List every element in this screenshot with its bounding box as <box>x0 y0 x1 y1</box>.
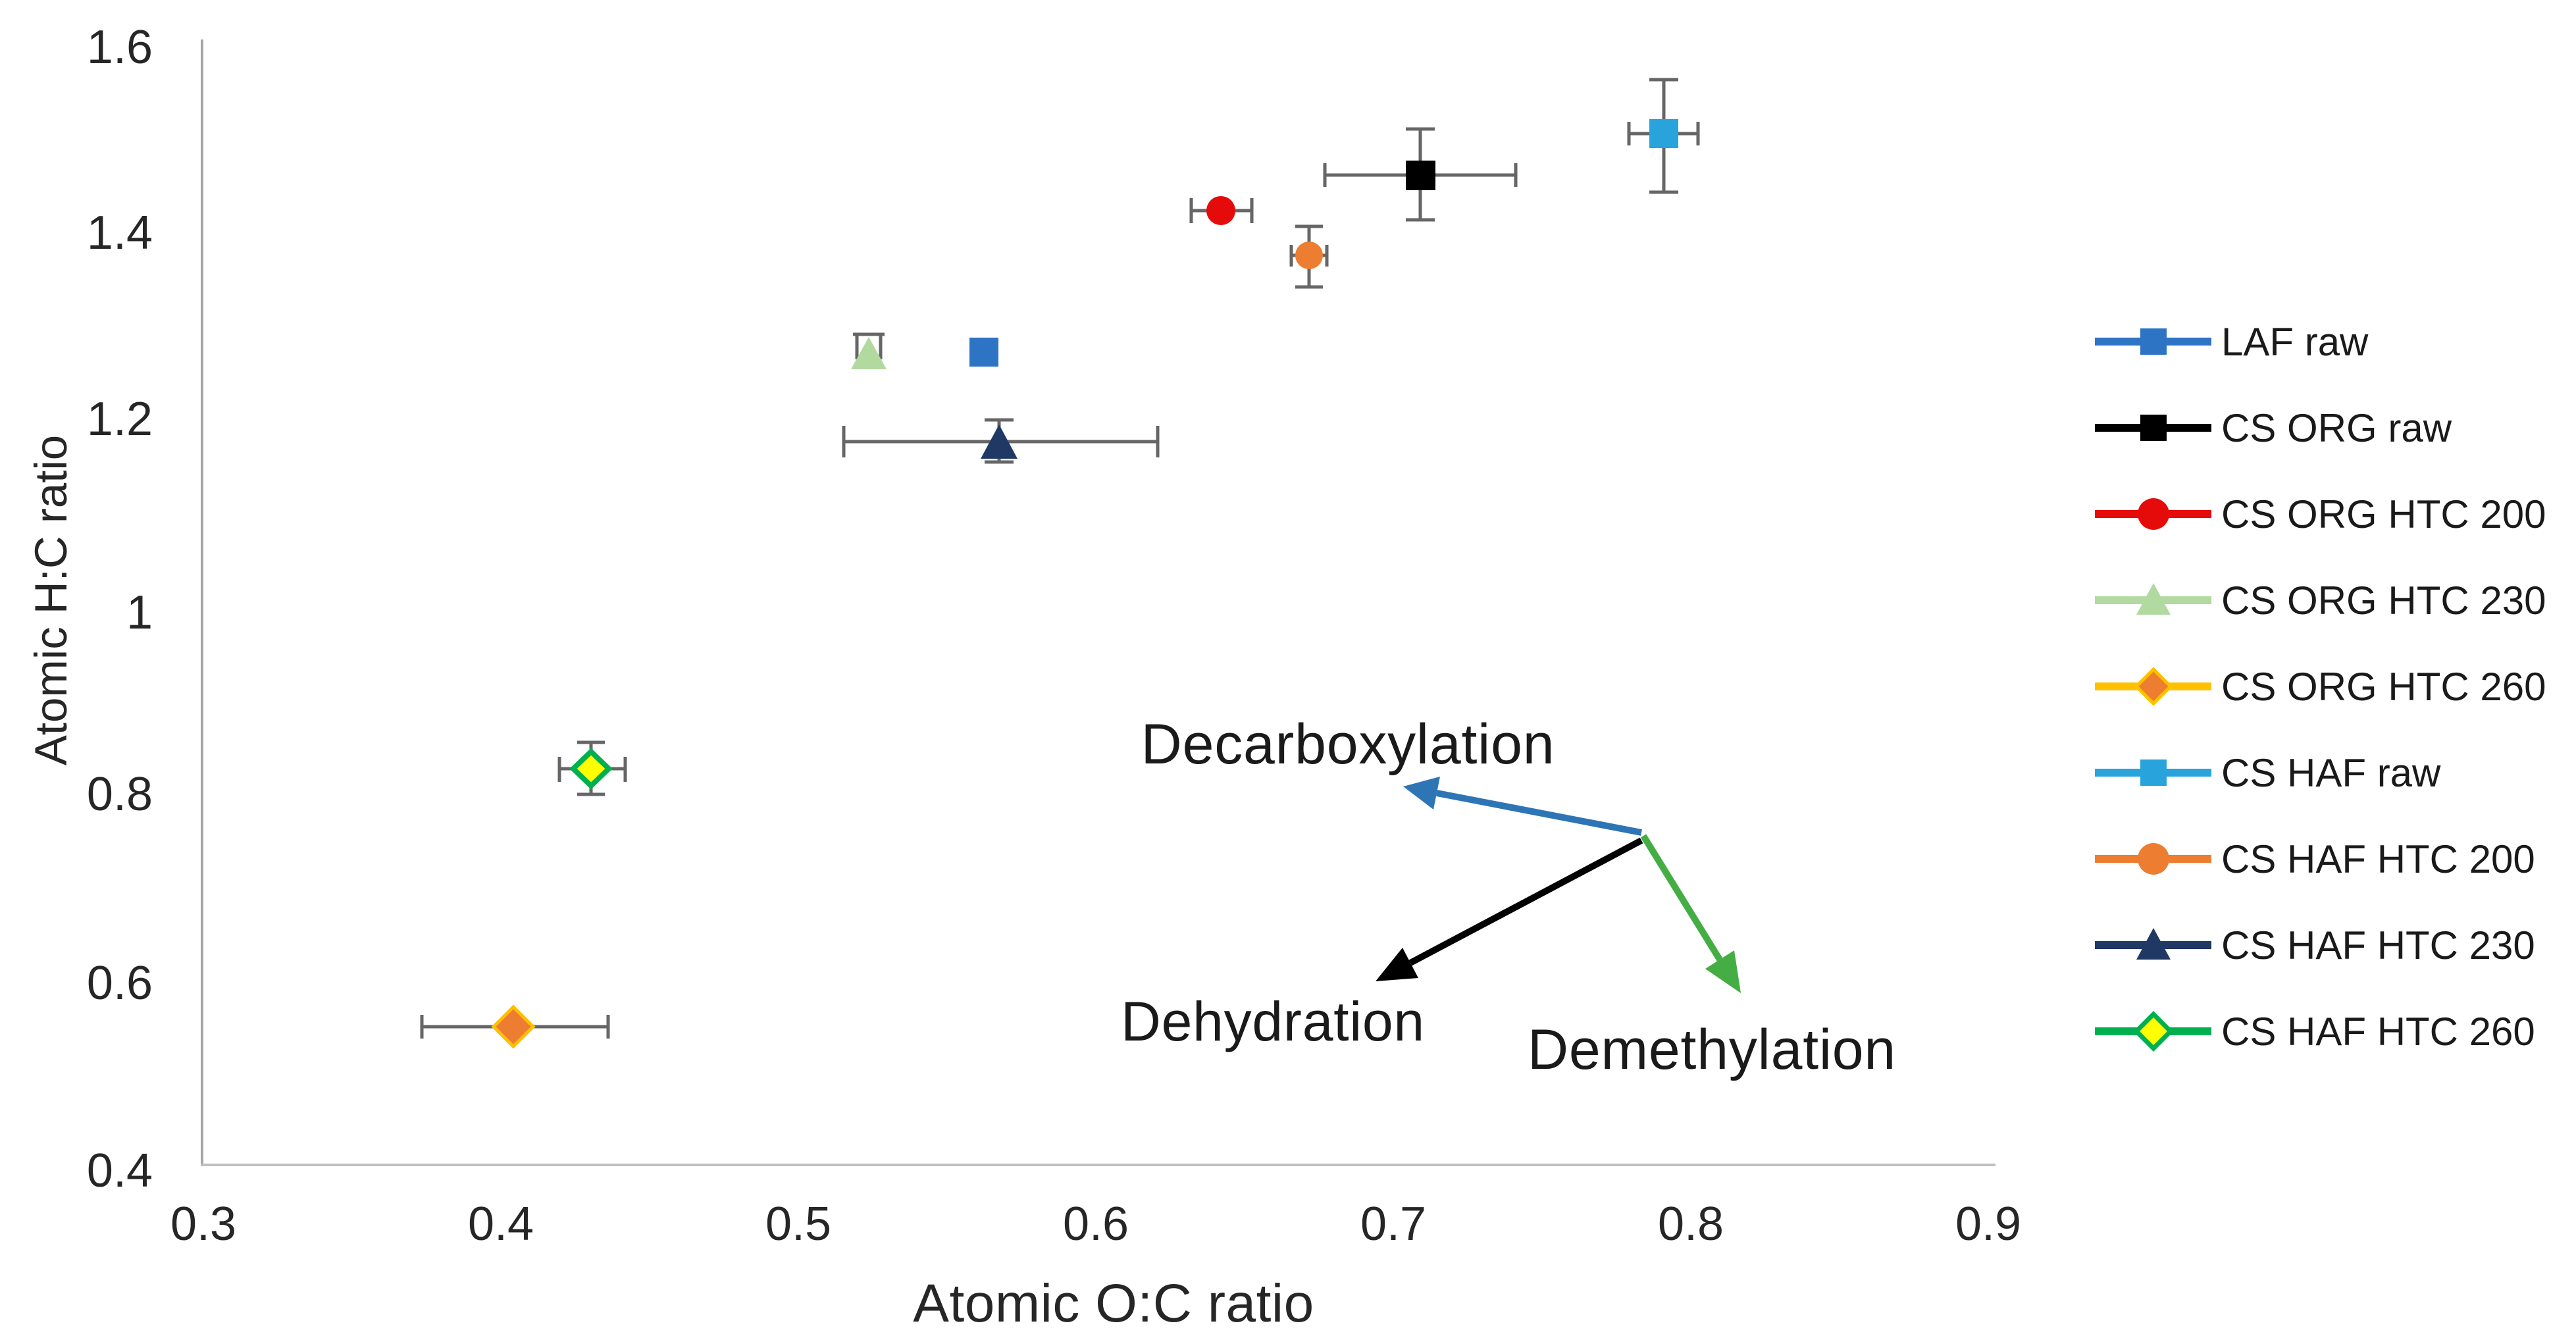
svg-text:0.6: 0.6 <box>87 957 153 1010</box>
svg-text:0.4: 0.4 <box>468 1198 534 1250</box>
svg-text:0.9: 0.9 <box>1955 1198 2021 1250</box>
svg-text:CS ORG raw: CS ORG raw <box>2221 406 2452 450</box>
svg-text:0.7: 0.7 <box>1360 1198 1426 1250</box>
svg-text:CS HAF HTC 230: CS HAF HTC 230 <box>2221 923 2535 967</box>
svg-text:CS HAF HTC 200: CS HAF HTC 200 <box>2221 837 2535 881</box>
svg-text:0.8: 0.8 <box>1658 1198 1724 1250</box>
svg-text:0.6: 0.6 <box>1063 1198 1129 1250</box>
svg-text:CS ORG HTC 200: CS ORG HTC 200 <box>2221 492 2546 536</box>
svg-text:CS ORG HTC 230: CS ORG HTC 230 <box>2221 579 2546 623</box>
svg-text:Atomic O:C ratio: Atomic O:C ratio <box>913 1274 1314 1333</box>
svg-text:CS ORG HTC 260: CS ORG HTC 260 <box>2221 665 2546 709</box>
svg-text:0.8: 0.8 <box>87 768 153 821</box>
svg-text:Demethylation: Demethylation <box>1528 1018 1896 1081</box>
svg-text:Atomic H:C ratio: Atomic H:C ratio <box>26 435 76 765</box>
svg-text:1: 1 <box>126 586 153 639</box>
svg-text:Dehydration: Dehydration <box>1121 991 1425 1052</box>
svg-text:Decarboxylation: Decarboxylation <box>1141 713 1555 776</box>
svg-text:0.5: 0.5 <box>765 1198 831 1250</box>
svg-text:LAF raw: LAF raw <box>2221 320 2369 364</box>
svg-text:1.4: 1.4 <box>87 207 153 259</box>
svg-text:0.4: 0.4 <box>87 1145 153 1197</box>
svg-text:0.3: 0.3 <box>170 1198 236 1250</box>
svg-text:1.2: 1.2 <box>87 393 153 446</box>
svg-text:1.6: 1.6 <box>87 21 153 74</box>
svg-text:CS HAF HTC 260: CS HAF HTC 260 <box>2221 1010 2535 1054</box>
svg-text:CS HAF raw: CS HAF raw <box>2221 751 2441 795</box>
